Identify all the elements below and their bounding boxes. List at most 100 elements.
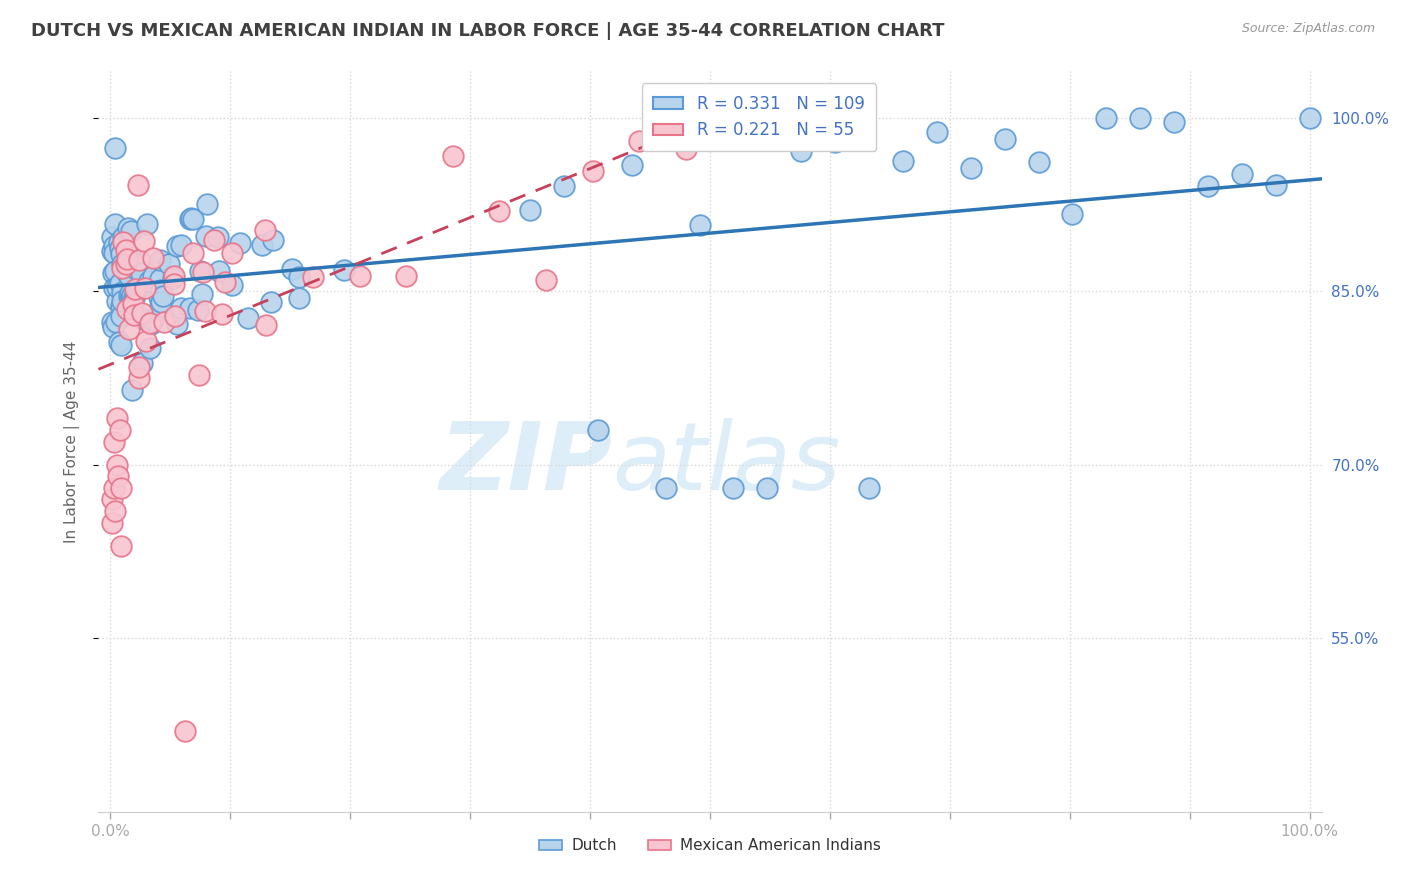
Point bbox=[179, 301, 201, 315]
Point bbox=[108, 423, 131, 437]
Point bbox=[104, 264, 127, 278]
Point bbox=[115, 252, 138, 266]
Point bbox=[152, 314, 174, 328]
Point bbox=[302, 270, 325, 285]
Point bbox=[118, 249, 141, 263]
Point bbox=[110, 337, 132, 351]
Point bbox=[103, 281, 125, 295]
Point bbox=[103, 434, 125, 449]
Point bbox=[107, 235, 129, 249]
Point bbox=[131, 356, 153, 370]
Point bbox=[208, 264, 231, 278]
Point bbox=[150, 295, 173, 310]
Point bbox=[191, 265, 214, 279]
Point bbox=[163, 277, 186, 291]
Point bbox=[162, 271, 184, 285]
Point bbox=[202, 233, 225, 247]
Text: atlas: atlas bbox=[612, 418, 841, 509]
Point bbox=[891, 153, 914, 168]
Point bbox=[138, 274, 160, 288]
Point bbox=[105, 293, 128, 308]
Point bbox=[112, 230, 135, 244]
Point bbox=[149, 272, 172, 286]
Point bbox=[858, 481, 880, 495]
Point bbox=[166, 239, 188, 253]
Point bbox=[281, 262, 304, 277]
Point bbox=[925, 125, 948, 139]
Point bbox=[112, 235, 135, 249]
Point bbox=[132, 312, 155, 326]
Point bbox=[620, 158, 643, 172]
Point bbox=[654, 481, 676, 495]
Point bbox=[110, 299, 132, 313]
Point bbox=[142, 251, 165, 265]
Point bbox=[111, 256, 134, 270]
Point bbox=[139, 316, 162, 330]
Point bbox=[236, 310, 259, 325]
Y-axis label: In Labor Force | Age 35-44: In Labor Force | Age 35-44 bbox=[63, 341, 80, 542]
Point bbox=[120, 291, 142, 305]
Point bbox=[134, 281, 156, 295]
Point bbox=[689, 218, 711, 232]
Point bbox=[170, 301, 193, 315]
Point bbox=[1129, 111, 1152, 125]
Point bbox=[129, 266, 152, 280]
Point bbox=[586, 423, 609, 437]
Point bbox=[349, 268, 371, 283]
Text: Source: ZipAtlas.com: Source: ZipAtlas.com bbox=[1241, 22, 1375, 36]
Point bbox=[103, 238, 125, 252]
Point bbox=[959, 161, 981, 176]
Point bbox=[121, 287, 143, 301]
Point bbox=[139, 341, 162, 355]
Point bbox=[128, 253, 150, 268]
Point bbox=[142, 313, 165, 327]
Point bbox=[187, 368, 209, 383]
Point bbox=[1163, 115, 1185, 129]
Point bbox=[488, 203, 510, 218]
Point bbox=[103, 217, 125, 231]
Point bbox=[675, 142, 697, 156]
Point bbox=[124, 282, 146, 296]
Point bbox=[131, 306, 153, 320]
Point bbox=[262, 233, 284, 247]
Point bbox=[1298, 111, 1320, 125]
Point bbox=[441, 149, 464, 163]
Point bbox=[174, 723, 197, 738]
Point bbox=[125, 282, 148, 296]
Point bbox=[194, 229, 217, 244]
Point bbox=[148, 299, 170, 313]
Point bbox=[101, 320, 124, 334]
Point bbox=[105, 411, 128, 425]
Point bbox=[117, 220, 139, 235]
Point bbox=[136, 217, 159, 231]
Point bbox=[101, 266, 124, 280]
Point bbox=[125, 257, 148, 271]
Point bbox=[108, 277, 131, 291]
Legend: Dutch, Mexican American Indians: Dutch, Mexican American Indians bbox=[533, 832, 887, 860]
Point bbox=[254, 223, 277, 237]
Point bbox=[115, 266, 138, 280]
Point bbox=[118, 288, 141, 302]
Point bbox=[628, 134, 651, 148]
Point bbox=[207, 229, 229, 244]
Point bbox=[170, 238, 193, 252]
Text: DUTCH VS MEXICAN AMERICAN INDIAN IN LABOR FORCE | AGE 35-44 CORRELATION CHART: DUTCH VS MEXICAN AMERICAN INDIAN IN LABO… bbox=[31, 22, 945, 40]
Point bbox=[221, 277, 243, 292]
Point bbox=[1095, 111, 1118, 125]
Point bbox=[214, 276, 236, 290]
Point bbox=[111, 285, 134, 300]
Point bbox=[148, 290, 170, 304]
Point bbox=[250, 237, 273, 252]
Point bbox=[132, 234, 155, 248]
Point bbox=[118, 268, 141, 283]
Point bbox=[107, 469, 129, 483]
Point bbox=[128, 359, 150, 374]
Point bbox=[582, 163, 605, 178]
Point bbox=[114, 243, 136, 257]
Point bbox=[553, 179, 575, 194]
Point bbox=[395, 268, 418, 283]
Point bbox=[101, 244, 124, 259]
Point bbox=[120, 224, 142, 238]
Point bbox=[180, 211, 202, 226]
Point bbox=[149, 283, 172, 297]
